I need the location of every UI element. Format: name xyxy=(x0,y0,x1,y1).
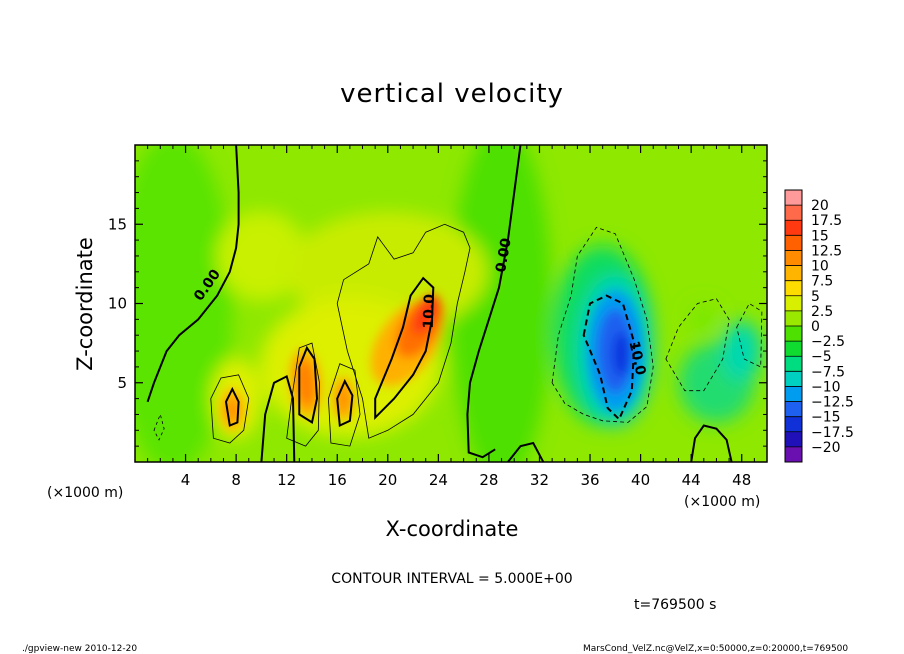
contour-10 xyxy=(298,345,319,425)
contour-minus-10 xyxy=(582,294,636,421)
x-tick-label: 4 xyxy=(181,471,191,489)
zero-contour-bottom xyxy=(260,374,296,462)
colorbar-label: 0 xyxy=(811,319,820,335)
x-unit-label: (×1000 m) xyxy=(47,485,123,501)
contour-5 xyxy=(327,363,361,447)
x-tick-label: 36 xyxy=(580,471,599,489)
contour-interval-text: CONTOUR INTERVAL = 5.000E+00 xyxy=(331,571,572,587)
contour-10 xyxy=(374,276,435,421)
colorbar-label: 15 xyxy=(811,228,829,244)
green-region xyxy=(135,145,233,462)
contour-minus-5 xyxy=(551,226,654,423)
contour-label-downdraft: 10.0 xyxy=(626,340,649,377)
colorbar-swatch xyxy=(785,446,802,462)
contour-minus-5 xyxy=(153,413,165,441)
colorbar-swatch xyxy=(785,295,802,311)
contour-label-right: 0.00 xyxy=(493,237,515,274)
footer-left: ./gpview-new 2010-12-20 xyxy=(22,644,137,654)
x-tick-label: 32 xyxy=(530,471,549,489)
colorbar-swatch xyxy=(785,326,802,342)
x-tick-label: 8 xyxy=(231,471,241,489)
colorbar-label: 7.5 xyxy=(811,274,833,290)
green-patch xyxy=(688,304,719,335)
zero-contour-right xyxy=(466,145,522,459)
time-label: t=769500 s xyxy=(634,597,716,613)
contour-minus-5 xyxy=(736,302,763,368)
colorbar-swatch xyxy=(785,205,802,221)
colorbar-label: −20 xyxy=(811,440,841,456)
chart-title: vertical velocity xyxy=(340,79,564,109)
contour-minus-5 xyxy=(665,298,730,392)
x-tick-label: 40 xyxy=(631,471,650,489)
contour-5 xyxy=(210,374,250,444)
y-axis-ticks: 5 10 15 xyxy=(108,160,767,447)
colorbar-swatch xyxy=(785,431,802,447)
colorbar-swatch xyxy=(785,265,802,281)
colorbar-label: −5 xyxy=(811,349,832,365)
colorbar-swatch xyxy=(785,190,802,206)
colorbar-swatch xyxy=(785,220,802,236)
x-tick-label: 28 xyxy=(479,471,498,489)
colorbar-swatch xyxy=(785,371,802,387)
colorbar-swatch xyxy=(785,356,802,372)
colorbar-swatch xyxy=(785,386,802,402)
contour-10 xyxy=(224,386,240,427)
x-tick-label: 12 xyxy=(277,471,296,489)
x-unit-label-right: (×1000 m) xyxy=(684,494,760,510)
colorbar-label: 10 xyxy=(811,259,829,275)
x-tick-label: 16 xyxy=(328,471,347,489)
updraft-core xyxy=(296,358,315,407)
colorbar-label: −17.5 xyxy=(811,425,854,441)
colorbar-label: −15 xyxy=(811,410,841,426)
colorbar-label: −12.5 xyxy=(811,395,854,411)
zero-contour-bottom xyxy=(690,424,733,462)
colorbar-swatch xyxy=(785,416,802,432)
colorbar-swatch xyxy=(785,235,802,251)
x-tick-label: 24 xyxy=(429,471,448,489)
x-tick-label: 44 xyxy=(682,471,701,489)
x-tick-label: 20 xyxy=(378,471,397,489)
footer-right: MarsCond_VelZ.nc@VelZ,x=0:50000,z=0:2000… xyxy=(583,644,848,654)
x-axis-label: X-coordinate xyxy=(386,517,519,541)
colorbar-swatch xyxy=(785,250,802,266)
colorbar-swatch xyxy=(785,280,802,296)
cyan-patch xyxy=(721,321,762,382)
contour-10 xyxy=(336,378,354,428)
colorbar-swatch xyxy=(785,401,802,417)
colorbar-label: −7.5 xyxy=(811,364,845,380)
zero-contour-bottom xyxy=(507,441,545,462)
x-axis-ticks: 4 8 12 16 20 24 28 32 36 40 44 48 xyxy=(147,145,755,489)
colorbar-swatch xyxy=(785,341,802,357)
y-axis-label: Z-coordinate xyxy=(73,237,97,371)
colorbar-label: 17.5 xyxy=(811,213,842,229)
y-tick-label: 15 xyxy=(108,215,127,233)
contour-5 xyxy=(336,223,471,439)
y-tick-label: 5 xyxy=(117,374,127,392)
colorbar-label: 12.5 xyxy=(811,243,842,259)
colorbar-swatch xyxy=(785,310,802,326)
x-tick-label: 48 xyxy=(732,471,751,489)
colorbar-label: 20 xyxy=(811,198,829,214)
colorbar-label: −10 xyxy=(811,379,841,395)
colorbar-label: 2.5 xyxy=(811,304,833,320)
downdraft-peak xyxy=(612,332,631,377)
contour-label-updraft: 10.0 xyxy=(421,293,438,328)
zero-contour-left xyxy=(146,145,240,403)
green-region xyxy=(451,145,552,462)
yellow-patch xyxy=(216,210,307,301)
colorbar-label: −2.5 xyxy=(811,334,845,350)
colorbar-label: 5 xyxy=(811,289,820,305)
colorbar: 2017.51512.5107.552.50−2.5−5−7.5−10−12.5… xyxy=(784,189,854,463)
y-tick-label: 10 xyxy=(108,295,127,313)
